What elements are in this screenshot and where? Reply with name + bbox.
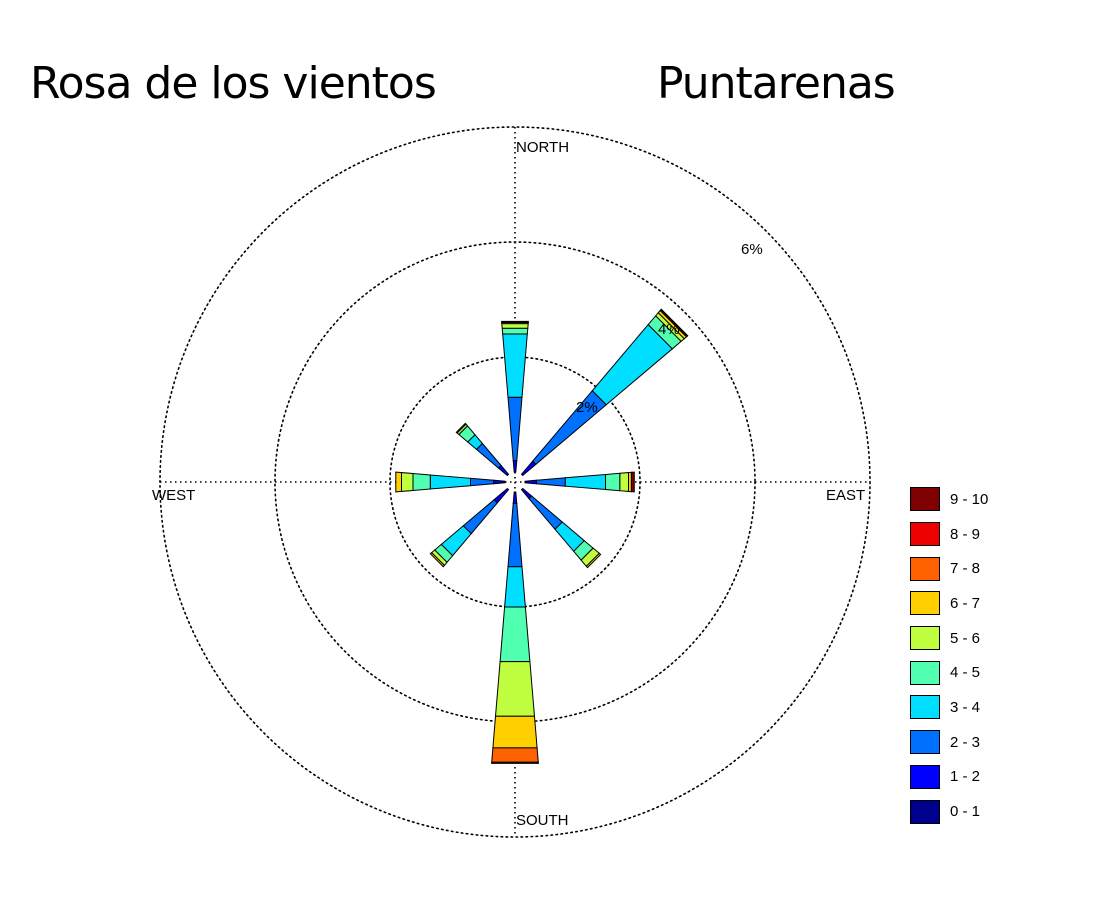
petal-N-bin-4 (501, 327, 529, 335)
petal-S-bin-7 (491, 747, 539, 763)
petal-E-bin-1 (524, 479, 537, 485)
petal-S (491, 491, 539, 764)
petal-SE (520, 487, 602, 569)
petal-W-bin-1 (493, 479, 506, 485)
legend-label: 0 - 1 (950, 803, 981, 821)
legend-swatch (910, 522, 940, 547)
ring-label-6: 6% (741, 241, 763, 258)
legend: 9 - 10 8 - 9 7 - 8 6 - 7 5 - 6 4 - 5 3 - 4 2 - … (910, 482, 988, 829)
petal-W-bin-6 (395, 471, 402, 493)
chart-location: Puntarenas (657, 58, 896, 109)
legend-label: 2 - 3 (950, 733, 981, 751)
wind-rose-plot: NORTH EAST SOUTH WEST 2% 4% 6% (152, 126, 871, 838)
direction-label-south: SOUTH (516, 812, 569, 829)
axis-labels: NORTH EAST SOUTH WEST 2% 4% 6% (152, 139, 865, 829)
petal-E-bin-5 (619, 472, 629, 492)
legend-label: 1 - 2 (950, 768, 981, 786)
legend-swatch (910, 556, 940, 581)
direction-label-west: WEST (152, 487, 195, 504)
legend-swatch (910, 764, 940, 789)
legend-swatch (910, 799, 940, 824)
legend-label: 9 - 10 (950, 490, 989, 508)
legend-item: 2 - 3 (910, 725, 988, 760)
legend-item: 4 - 5 (910, 655, 988, 690)
petal-E-bin-3 (564, 473, 606, 491)
legend-item: 9 - 10 (910, 482, 988, 517)
petal-N-bin-1 (512, 460, 518, 473)
legend-label: 8 - 9 (950, 525, 981, 543)
legend-item: 5 - 6 (910, 621, 988, 656)
petal-S-bin-6 (492, 715, 538, 749)
petal-E (524, 471, 635, 493)
legend-item: 6 - 7 (910, 586, 988, 621)
legend-label: 6 - 7 (950, 594, 981, 612)
legend-label: 7 - 8 (950, 560, 981, 578)
petal-NE-bin-9 (660, 308, 689, 337)
petal-W-bin-4 (412, 472, 431, 492)
petal-N-bin-9 (501, 320, 529, 323)
petal-S-bin-5 (494, 661, 536, 717)
petal-SW-bin-6 (429, 551, 446, 568)
legend-label: 4 - 5 (950, 664, 981, 682)
petal-N (501, 320, 529, 473)
petal-SE-bin-6 (585, 552, 602, 569)
petal-NW-bin-6 (455, 422, 467, 434)
ring-label-2: 2% (576, 399, 598, 416)
direction-label-north: NORTH (516, 139, 569, 156)
petal-W-bin-3 (429, 474, 471, 490)
legend-label: 3 - 4 (950, 698, 981, 716)
petal-SW-bin-1 (493, 487, 510, 504)
legend-swatch (910, 660, 940, 685)
petal-S-bin-9 (491, 761, 539, 764)
petal-NW (455, 422, 510, 477)
petal-N-bin-2 (507, 396, 523, 461)
ring-label-4: 4% (658, 321, 680, 338)
petal-W (395, 471, 506, 493)
legend-swatch (910, 695, 940, 720)
legend-swatch (910, 730, 940, 755)
petal-N-bin-5 (501, 323, 529, 329)
legend-item: 3 - 4 (910, 690, 988, 725)
chart-title: Rosa de los vientos (30, 58, 437, 109)
petal-E-bin-9 (630, 471, 635, 493)
legend-swatch (910, 626, 940, 651)
petal-E-bin-2 (536, 477, 566, 487)
petal-NE (520, 308, 689, 477)
legend-item: 1 - 2 (910, 760, 988, 795)
petal-W-bin-5 (401, 472, 414, 492)
petal-N-bin-3 (502, 333, 528, 398)
petal-S-bin-1 (512, 491, 518, 504)
petal-S-bin-4 (499, 606, 531, 663)
legend-label: 5 - 6 (950, 629, 981, 647)
petal-SE-bin-2 (528, 495, 564, 531)
petal-SW-bin-2 (462, 499, 498, 535)
petal-NW-bin-2 (475, 442, 502, 469)
petal-W-bin-2 (470, 477, 494, 487)
legend-swatch (910, 487, 940, 512)
petal-E-bin-4 (605, 472, 621, 492)
petal-S-bin-3 (504, 566, 526, 608)
petal-NE-bin-1 (520, 460, 537, 477)
wind-petals (395, 308, 689, 764)
legend-swatch (910, 591, 940, 616)
legend-item: 7 - 8 (910, 551, 988, 586)
petal-SW (429, 487, 510, 568)
petal-S-bin-2 (507, 503, 523, 568)
legend-item: 8 - 9 (910, 517, 988, 552)
legend-item: 0 - 1 (910, 794, 988, 829)
direction-label-east: EAST (826, 487, 865, 504)
